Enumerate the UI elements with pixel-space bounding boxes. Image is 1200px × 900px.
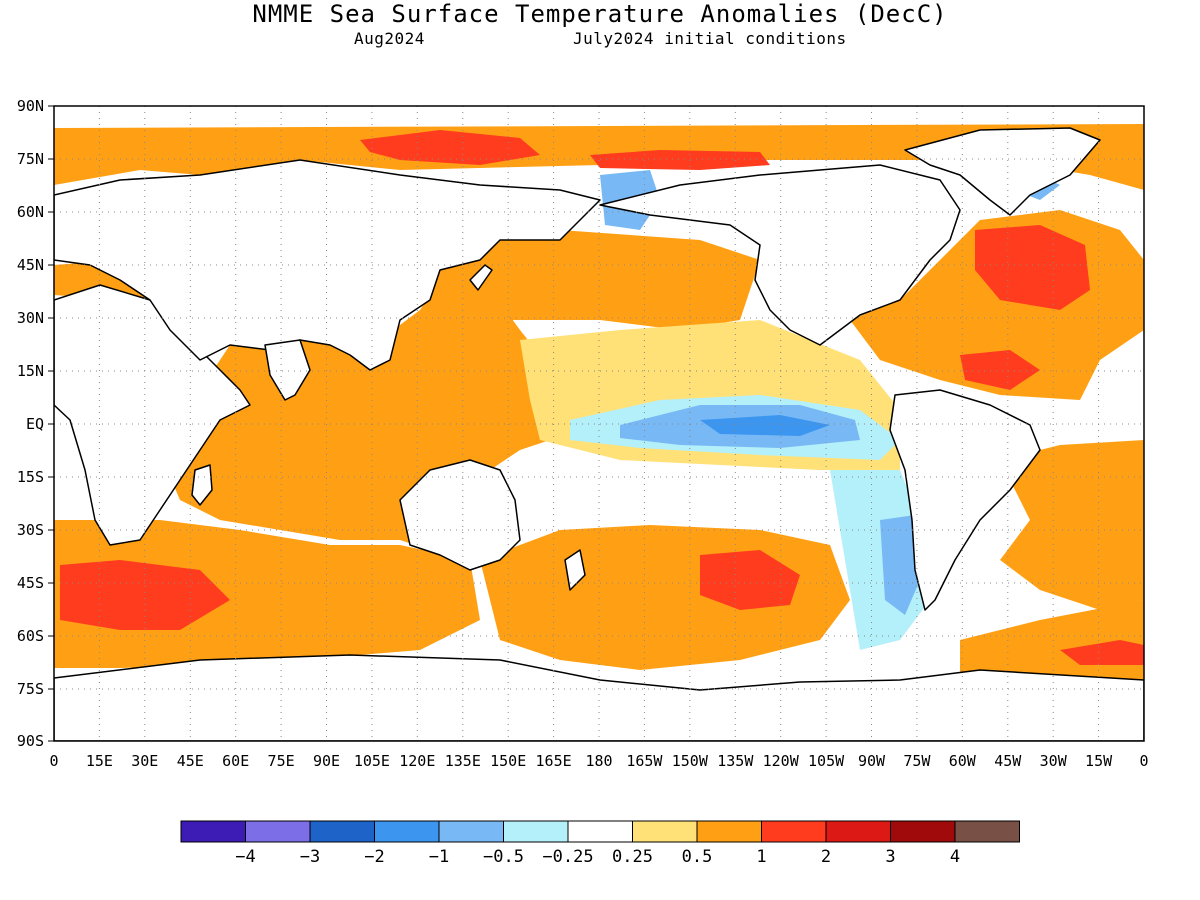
lon-label: 105W [808, 752, 845, 770]
colorbar-swatch [825, 820, 891, 843]
colorbar-label: 2 [821, 847, 831, 867]
south-pacific-hot [700, 550, 800, 610]
lon-label: 75W [903, 752, 931, 770]
lon-label: 135W [717, 752, 754, 770]
new-zealand-land [564, 549, 586, 591]
forecast-month: Aug2024 [354, 29, 425, 48]
south-indian-hot [60, 560, 230, 630]
lon-label: 60W [949, 752, 977, 770]
chile-coast-cold [880, 515, 920, 615]
lon-label: 30W [1040, 752, 1068, 770]
greenland-land [904, 127, 1101, 216]
lon-label: 165E [536, 752, 572, 770]
india-land [264, 339, 311, 401]
lon-label: 90W [858, 752, 886, 770]
madagascar-land [191, 464, 213, 506]
lon-label: 150W [672, 752, 709, 770]
lat-label: 30N [17, 309, 44, 327]
arctic-hot-patch-2 [590, 150, 770, 170]
colorbar-label: 0.25 [612, 847, 653, 867]
lon-label: 90E [313, 752, 340, 770]
lat-label: 15N [17, 362, 44, 380]
colorbar-swatch [890, 820, 956, 843]
map-title: NMME Sea Surface Temperature Anomalies (… [252, 0, 948, 28]
colorbar-swatch [503, 820, 569, 843]
colorbar-swatch [632, 820, 698, 843]
lat-label: 45N [17, 256, 44, 274]
north-atlantic-hot [975, 225, 1090, 310]
north-pacific-warm [430, 230, 760, 330]
colorbar-label: −0.5 [483, 847, 524, 867]
colorbar-swatch [954, 820, 1020, 843]
southern-ocean-hot [1060, 640, 1144, 665]
lon-label: 15W [1085, 752, 1113, 770]
lat-label: 75N [17, 150, 44, 168]
australia-land [399, 459, 521, 571]
lon-label: 120E [399, 752, 435, 770]
lon-label: 30E [131, 752, 158, 770]
lon-label: 150E [490, 752, 526, 770]
lon-label: 0 [1139, 752, 1148, 770]
lon-label: 45E [177, 752, 204, 770]
eurasia-land [54, 159, 601, 371]
latitude-labels: 90N 75N 60N 45N 30N 15N EQ 15S 30S 45S 6… [17, 97, 44, 750]
lat-label: 45S [17, 574, 44, 592]
lon-label: 120W [763, 752, 800, 770]
lat-label: 30S [17, 521, 44, 539]
lat-label: 90N [17, 97, 44, 115]
colorbar-label: −1 [429, 847, 449, 867]
colorbar-label: −3 [300, 847, 320, 867]
lon-label: 60E [222, 752, 249, 770]
lon-label: 180 [585, 752, 612, 770]
south-atlantic-warm [1000, 440, 1144, 610]
lon-label: 0 [49, 752, 58, 770]
colorbar-label: 3 [885, 847, 895, 867]
lon-label: 45W [994, 752, 1022, 770]
longitude-labels: 0 15E 30E 45E 60E 75E 90E 105E 120E 135E… [49, 752, 1148, 770]
lon-label: 105E [354, 752, 390, 770]
lat-label: 75S [17, 680, 44, 698]
north-america-land [599, 164, 961, 346]
lon-label: 15E [86, 752, 113, 770]
lat-label: EQ [26, 415, 44, 433]
south-america-land [889, 389, 1041, 611]
equatorial-pacific-cold-core [700, 415, 830, 436]
arctic-hot-patch [360, 130, 540, 165]
colorbar: −4 −3 −2 −1 −0.5 −0.25 0.25 0.5 1 2 3 4 [180, 820, 1020, 867]
south-indian-warm [54, 520, 480, 668]
lon-label: 75E [268, 752, 295, 770]
colorbar-swatch [180, 820, 246, 843]
lat-label: 60S [17, 627, 44, 645]
tropical-atlantic-hot [960, 350, 1040, 390]
colorbar-label: 1 [756, 847, 766, 867]
lat-label: 90S [17, 732, 44, 750]
initial-conditions-label: July2024 initial conditions [573, 29, 847, 48]
lat-label: 15S [17, 468, 44, 486]
colorbar-swatch [374, 820, 440, 843]
lon-label: 165W [626, 752, 663, 770]
colorbar-swatch [761, 820, 827, 843]
south-pacific-warm [480, 525, 850, 670]
colorbar-swatch [567, 820, 633, 843]
lon-label: 135E [445, 752, 481, 770]
japan-land [469, 264, 493, 291]
colorbar-swatch [438, 820, 504, 843]
colorbar-label: 0.5 [682, 847, 713, 867]
colorbar-label: 4 [950, 847, 960, 867]
lat-label: 60N [17, 203, 44, 221]
colorbar-label: −2 [364, 847, 384, 867]
tick-marks [48, 105, 54, 742]
colorbar-swatch [245, 820, 311, 843]
colorbar-swatch [696, 820, 762, 843]
colorbar-label: −4 [235, 847, 255, 867]
colorbar-label: −0.25 [542, 847, 593, 867]
colorbar-swatch [309, 820, 375, 843]
